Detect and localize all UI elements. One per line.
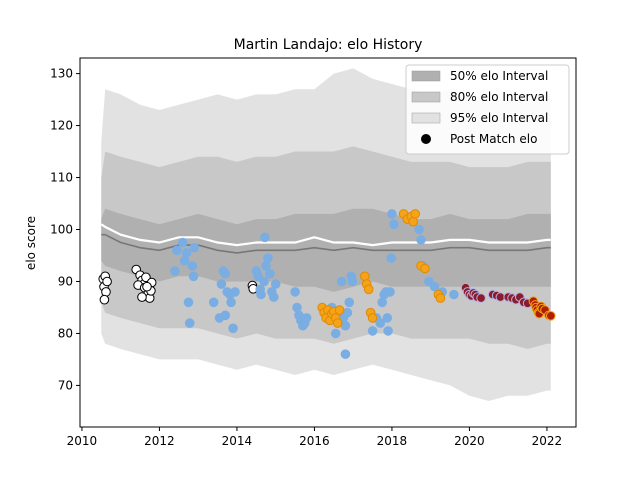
x-tick-label: 2012 [144,434,175,448]
data-point [344,297,355,308]
data-point [387,209,397,219]
data-point [260,232,270,243]
data-point [476,293,486,303]
x-tick-label: 2014 [222,434,253,448]
data-point [435,293,446,303]
x-tick-label: 2010 [67,434,98,448]
y-tick-label: 110 [50,171,73,185]
y-tick-label: 80 [58,326,73,340]
x-tick-label: 2022 [532,434,563,448]
data-point [382,313,393,323]
data-point [340,349,351,360]
data-point [332,318,343,328]
data-point [546,311,556,321]
data-point [449,289,459,300]
data-point [263,253,273,263]
legend-label: 50% elo Interval [450,69,548,83]
data-point [226,297,236,308]
data-point [142,281,152,292]
legend-swatch [411,91,441,103]
mean-line [100,223,551,247]
data-point [256,289,266,300]
data-point [259,276,269,287]
y-tick-label: 90 [58,274,73,288]
data-point [220,310,231,321]
legend-label: Post Match elo [450,132,537,146]
x-tick-label: 2018 [377,434,408,448]
data-point [270,279,281,289]
y-tick-label: 70 [58,378,73,392]
data-point [292,302,302,313]
data-point [137,292,147,302]
data-point [290,287,300,297]
data-point [102,276,112,287]
data-point [386,253,397,263]
data-point [189,242,200,253]
data-point [410,209,421,219]
data-point [377,297,388,308]
legend: 50% elo Interval 80% elo Interval 95% elo … [405,64,570,155]
data-point [334,305,345,315]
data-point [416,235,426,245]
chart-title: Martin Landajo: elo History [234,37,423,53]
data-point [261,261,271,271]
y-tick-label: 130 [50,67,73,81]
legend-box [405,64,570,155]
data-point [414,224,424,235]
series-2 [317,209,446,328]
series-0 [98,264,258,305]
data-point [363,284,374,295]
data-point [170,266,180,276]
y-tick-label: 100 [50,223,73,237]
data-point [172,245,182,256]
data-point [336,276,347,287]
data-point [367,326,378,336]
data-point [181,248,192,258]
legend-marker [421,134,431,144]
data-point [101,287,111,297]
y-axis-label: elo score [24,216,38,270]
data-point [429,281,440,292]
data-point [375,318,386,328]
median-line [101,233,551,254]
legend-label: 80% elo Interval [450,90,548,104]
data-point [188,271,199,282]
axes-frame [79,57,577,428]
data-point [342,307,353,318]
data-point [184,318,195,328]
band-50 [101,208,551,292]
data-point [301,313,312,323]
data-point [265,268,275,279]
legend-label: 95% elo Interval [450,111,548,125]
data-point [183,297,194,308]
y-tick-label: 120 [50,119,73,133]
data-point [179,255,190,266]
data-point [360,271,370,282]
legend-swatch [411,112,441,124]
data-point [330,328,341,339]
data-point [383,326,393,336]
data-point [228,323,238,334]
data-point [389,219,399,230]
data-point [216,279,227,289]
data-point [385,287,395,297]
data-point [408,216,419,227]
x-tick-label: 2020 [454,434,485,448]
legend-swatch [411,70,441,82]
data-point [367,313,378,323]
data-point [420,263,430,274]
data-point [208,297,219,308]
data-point [269,292,279,302]
data-point [187,261,198,271]
data-point [230,287,240,297]
data-point [253,271,264,282]
data-point [347,276,358,287]
x-tick-label: 2016 [299,434,330,448]
data-point [99,294,110,305]
data-point [177,237,188,248]
series-3 [460,282,533,309]
data-point [220,268,231,279]
series-4 [528,296,556,321]
